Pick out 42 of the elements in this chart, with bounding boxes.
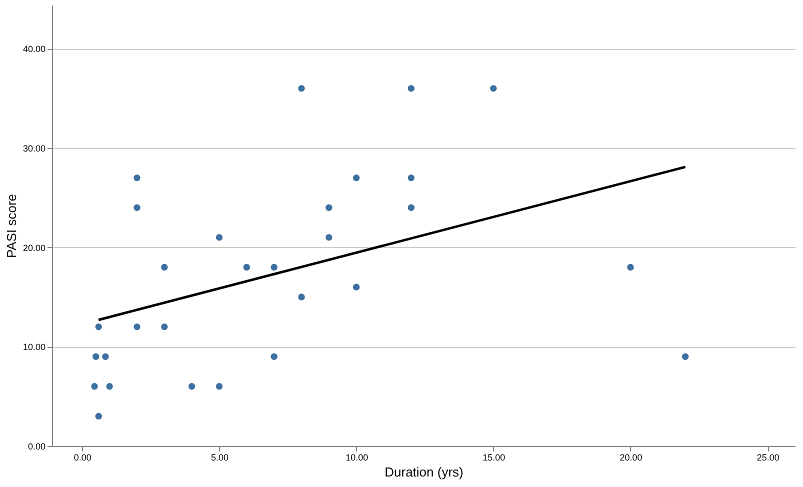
y-tick-label: 10.00 [22,342,46,352]
point [216,234,223,241]
point [326,204,332,211]
point [216,383,223,390]
point [91,383,98,390]
y-axis-title: PASI score [4,194,19,258]
point [298,294,305,300]
point [408,174,415,182]
x-tick-label: 5.00 [210,452,229,462]
x-tick-label: 20.00 [620,452,642,462]
x-tick-label: 25.00 [756,452,780,462]
point [106,383,113,390]
point [92,353,100,360]
point [408,85,415,92]
point [326,234,332,241]
point [298,85,305,92]
y-tick-label: 20.00 [22,242,46,253]
point [134,174,140,182]
point [270,264,278,271]
point [408,204,415,211]
point [134,204,140,211]
point [682,353,689,360]
point [134,323,140,330]
point [352,174,360,182]
point [161,264,168,271]
point [102,353,109,360]
y-tick-label: 40.00 [22,44,46,54]
point [352,284,360,290]
point [188,383,196,390]
x-axis-title: Duration (yrs) [384,464,464,480]
point [270,353,278,360]
x-tick-label: 15.00 [482,452,506,462]
y-tick-label: 0.00 [28,442,46,452]
point [490,85,497,92]
x-tick-label: 0.00 [74,452,92,462]
y-tick-label: 30.00 [22,144,46,154]
point [161,323,168,330]
x-tick-label: 10.00 [346,452,368,462]
point [627,264,634,271]
point [95,323,102,330]
point [95,412,102,420]
point [243,264,250,271]
